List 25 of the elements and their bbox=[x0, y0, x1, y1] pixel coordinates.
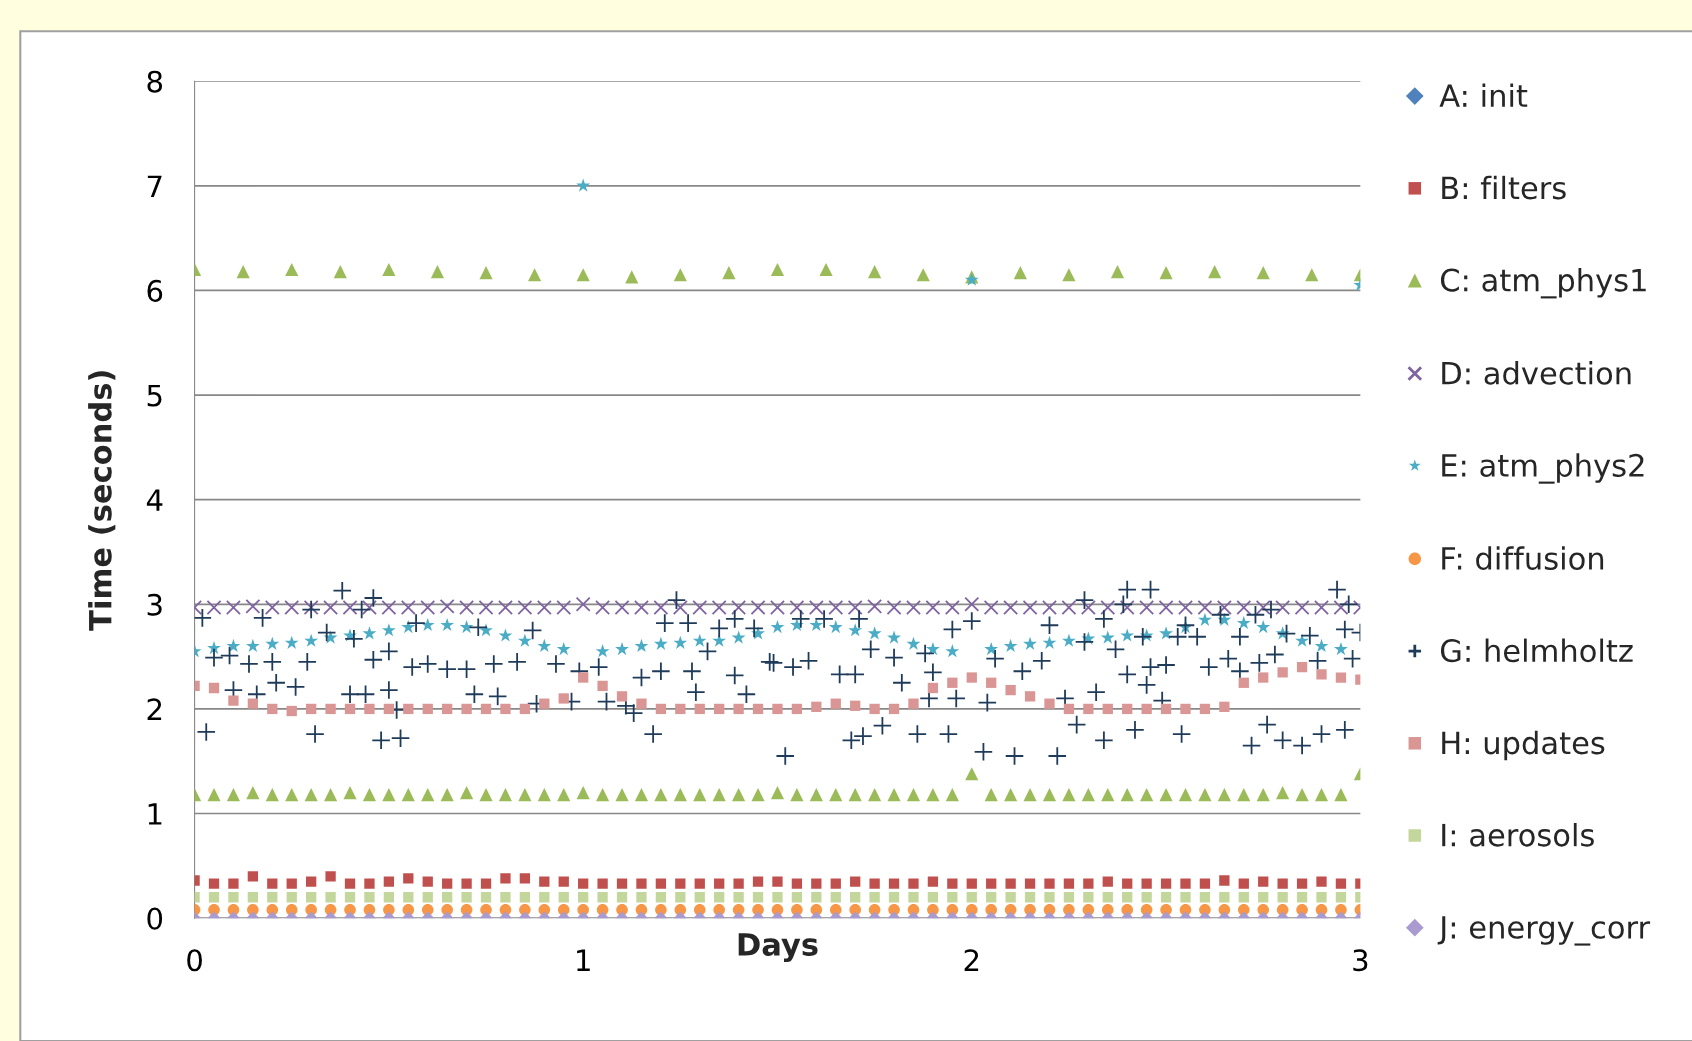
legend-label: A: init bbox=[1439, 83, 1528, 107]
y-tick-label: 0 bbox=[147, 907, 163, 930]
y-tick-label: 2 bbox=[147, 698, 162, 720]
legend-label: C: atm_phys1 bbox=[1440, 268, 1646, 299]
legend-label: I: aerosols bbox=[1442, 822, 1594, 847]
y-tick-label: 8 bbox=[147, 70, 163, 93]
legend-label: E: atm_phys2 bbox=[1442, 453, 1644, 484]
y-tick-label: 3 bbox=[147, 593, 162, 616]
x-tick-label: 3 bbox=[1353, 949, 1368, 972]
y-tick-label: 5 bbox=[147, 384, 162, 407]
x-tick-label: 2 bbox=[964, 949, 979, 971]
legend-label: D: advection bbox=[1442, 361, 1631, 385]
y-axis-title: Time (seconds) bbox=[88, 371, 116, 631]
legend-label: H: updates bbox=[1442, 730, 1605, 761]
y-tick-label: 7 bbox=[147, 175, 162, 197]
legend-label: B: filters bbox=[1442, 175, 1566, 200]
y-tick-label: 4 bbox=[146, 489, 163, 511]
legend-label: G: helmholtz bbox=[1440, 638, 1633, 663]
x-tick-label: 0 bbox=[187, 949, 202, 972]
x-tick-label: 1 bbox=[577, 949, 590, 971]
y-tick-label: 6 bbox=[147, 279, 163, 302]
legend-label: F: diffusion bbox=[1442, 546, 1604, 570]
y-tick-label: 1 bbox=[148, 803, 162, 825]
legend-label: J: energy_corr bbox=[1437, 916, 1651, 946]
x-axis-title: Days bbox=[738, 933, 818, 963]
